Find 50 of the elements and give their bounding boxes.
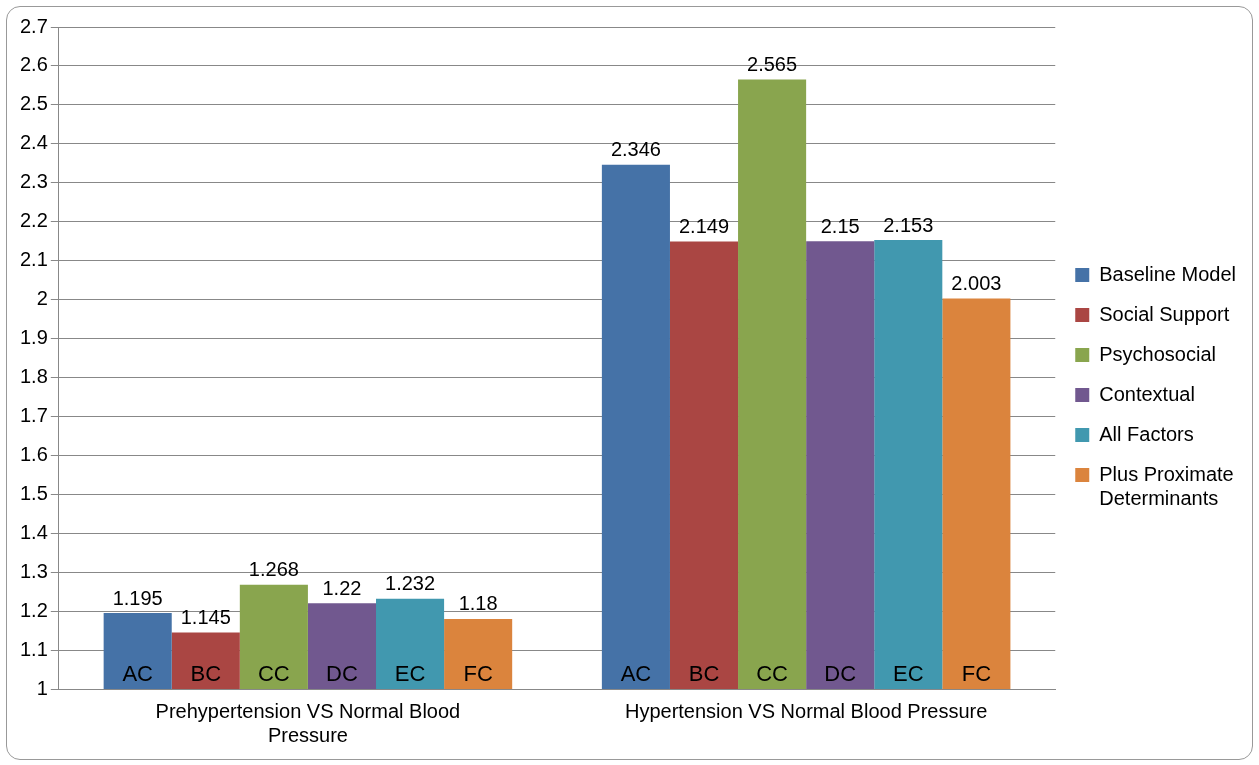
annotation: EC xyxy=(892,661,924,687)
annotation: BC xyxy=(190,661,222,687)
data-label: 2.15 xyxy=(820,214,860,237)
data-label: 2.149 xyxy=(678,215,730,238)
data-label: 2.003 xyxy=(951,271,1002,294)
annotation: EC xyxy=(394,661,426,687)
annotation: FC xyxy=(961,661,992,687)
data-label: 1.22 xyxy=(322,576,362,599)
data-label: 2.565 xyxy=(747,53,798,76)
legend-label: Psychosocial xyxy=(1099,342,1216,365)
y-tick-label: 1.9 xyxy=(19,326,48,349)
legend-label: Social Support xyxy=(1099,302,1230,325)
x-tick-label: Prehypertension VS Normal Blood Pressure xyxy=(155,699,461,746)
y-tick-label: 1.8 xyxy=(19,364,48,387)
y-tick-label: 1.1 xyxy=(19,637,48,660)
annotation: DC xyxy=(824,661,857,687)
annotation: AC xyxy=(122,661,154,687)
y-tick-label: 2 xyxy=(36,287,48,310)
y-tick-label: 1.6 xyxy=(19,442,48,465)
annotation: FC xyxy=(463,661,493,687)
x-tick-label: Hypertension VS Normal Blood Pressure xyxy=(624,699,988,722)
data-label: 1.195 xyxy=(112,586,163,609)
data-label: 1.145 xyxy=(180,606,231,629)
data-label: 1.268 xyxy=(248,558,299,581)
annotation: CC xyxy=(756,661,789,687)
y-tick-label: 1.4 xyxy=(19,520,48,543)
data-label: 1.18 xyxy=(458,592,498,615)
y-tick-label: 1.3 xyxy=(19,559,48,582)
annotation: DC xyxy=(326,661,358,687)
y-tick-label: 2.6 xyxy=(19,53,48,76)
y-tick-label: 2.1 xyxy=(19,248,48,271)
y-tick-label: 1 xyxy=(36,676,48,699)
annotation: CC xyxy=(257,661,290,687)
y-tick-label: 2.4 xyxy=(19,131,48,154)
y-tick-label: 2.7 xyxy=(19,14,48,37)
annotation: AC xyxy=(620,661,652,687)
legend-label: All Factors xyxy=(1099,422,1194,445)
data-label: 2.346 xyxy=(610,138,661,161)
data-label: 1.232 xyxy=(385,572,436,595)
annotation: BC xyxy=(688,661,720,687)
y-tick-label: 1.5 xyxy=(19,481,48,504)
legend-label: Contextual xyxy=(1099,382,1195,405)
y-tick-label: 2.2 xyxy=(19,209,48,232)
y-tick-label: 2.5 xyxy=(19,92,48,115)
y-tick-label: 1.2 xyxy=(19,598,48,621)
data-label: 2.153 xyxy=(883,213,934,236)
legend-label: Baseline Model xyxy=(1099,262,1236,285)
y-tick-label: 1.7 xyxy=(19,403,48,426)
legend-label: Plus Proximate Determinants xyxy=(1099,462,1234,509)
y-tick-label: 2.3 xyxy=(19,170,48,193)
